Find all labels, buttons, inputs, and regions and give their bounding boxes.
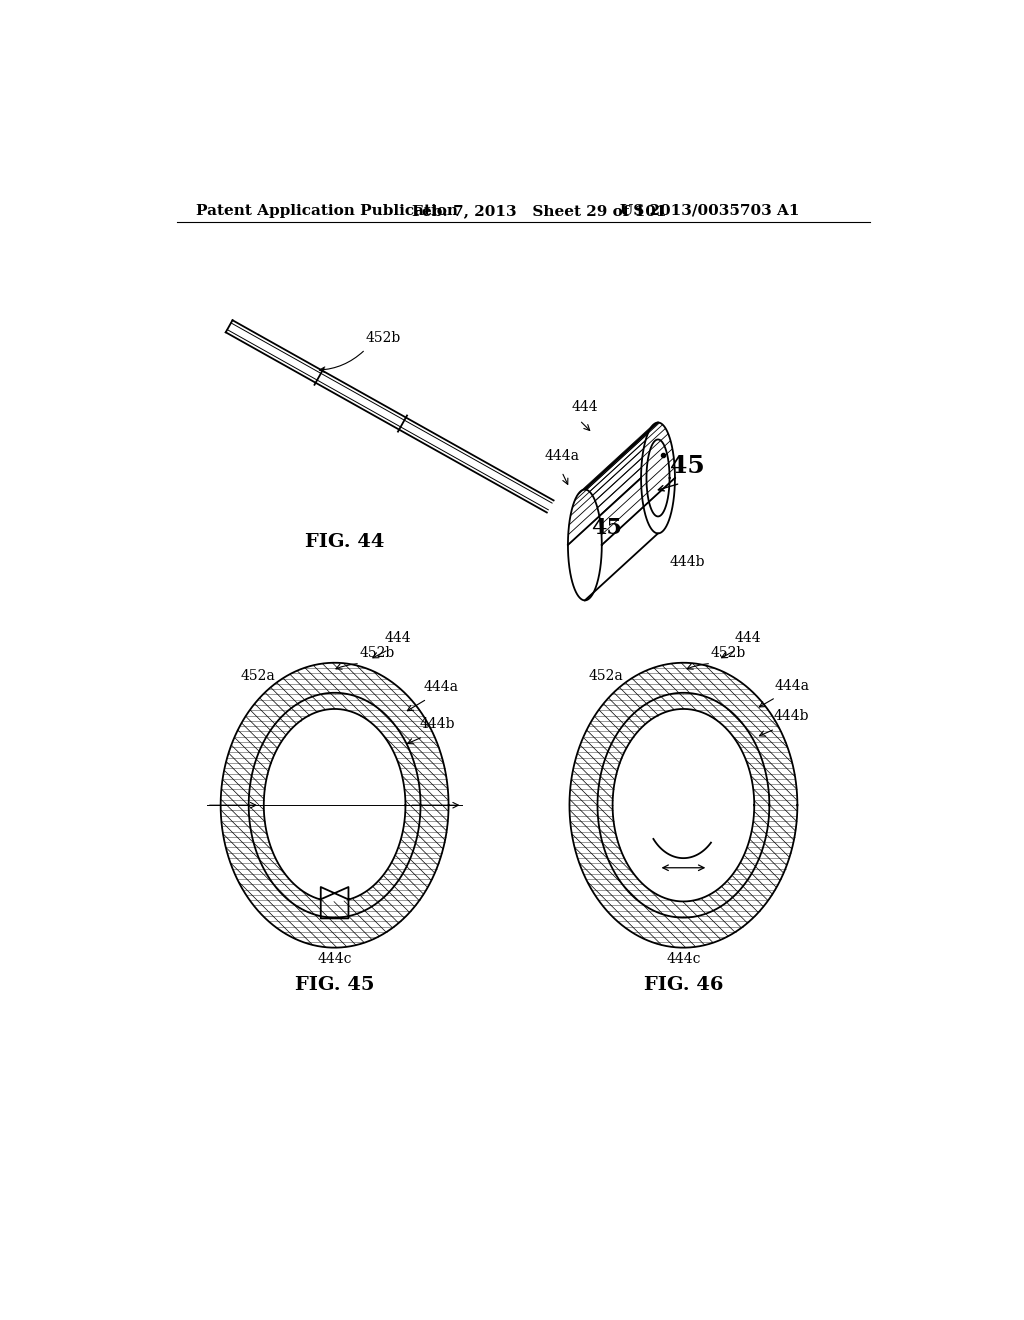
Text: 452a: 452a	[589, 669, 624, 684]
Text: Feb. 7, 2013   Sheet 29 of 101: Feb. 7, 2013 Sheet 29 of 101	[412, 203, 666, 218]
Text: 444b: 444b	[419, 717, 455, 731]
Text: US 2013/0035703 A1: US 2013/0035703 A1	[620, 203, 799, 218]
Text: 444c: 444c	[667, 952, 700, 966]
Text: FIG. 45: FIG. 45	[295, 975, 375, 994]
Text: Patent Application Publication: Patent Application Publication	[196, 203, 458, 218]
Text: 452b: 452b	[366, 331, 400, 345]
Text: 444: 444	[571, 400, 598, 414]
Text: 444c: 444c	[317, 952, 352, 966]
Text: 452b: 452b	[711, 647, 745, 660]
Text: 444a: 444a	[774, 678, 809, 693]
Text: 45: 45	[591, 517, 622, 539]
Text: 444: 444	[385, 631, 412, 645]
Text: 452a: 452a	[241, 669, 275, 684]
Text: FIG. 46: FIG. 46	[644, 975, 723, 994]
Text: 444: 444	[735, 631, 762, 645]
Text: FIG. 44: FIG. 44	[305, 533, 384, 552]
Text: 444a: 444a	[423, 680, 458, 694]
Text: 444b: 444b	[670, 556, 706, 569]
Text: 45: 45	[670, 454, 705, 478]
Text: 452b: 452b	[359, 647, 394, 660]
Text: 444b: 444b	[773, 710, 809, 723]
Text: 444a: 444a	[545, 449, 580, 463]
